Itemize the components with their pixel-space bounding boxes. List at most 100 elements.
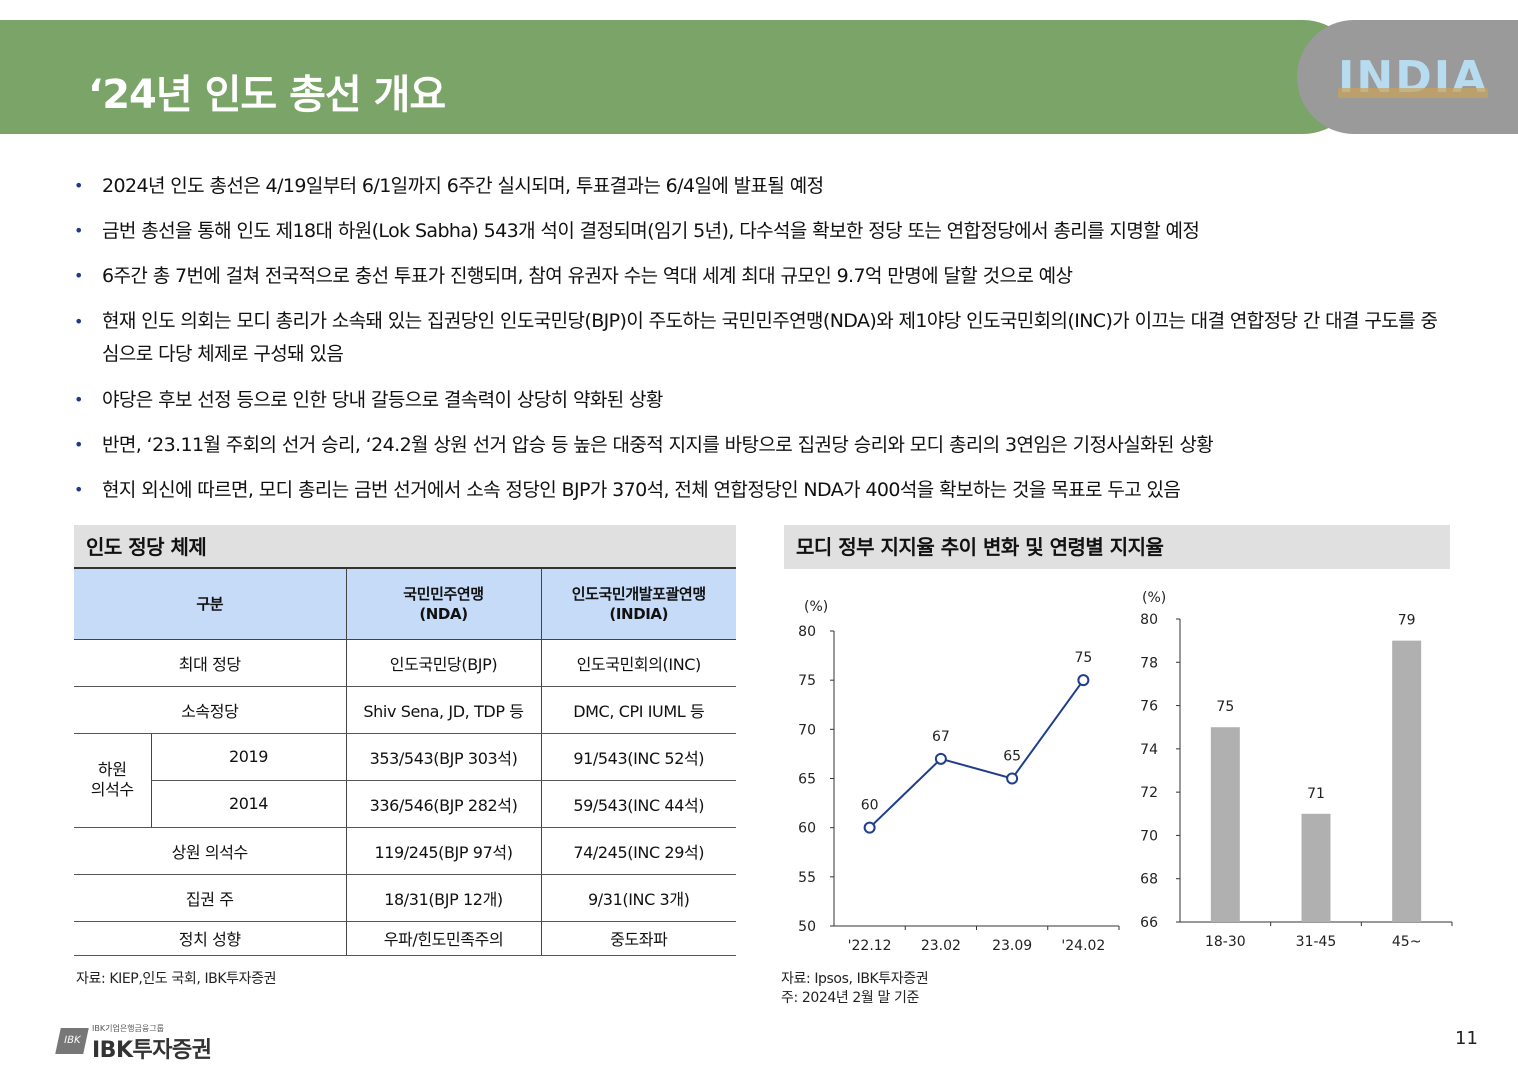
y-tick-label: 50 [798, 919, 816, 935]
cell-india: 74/245(INC 29석) [540, 827, 736, 875]
header-india-abbr: (INDIA) [609, 604, 669, 623]
approval-trend-chart: (%) 50 55 60 65 70 75 80 '22.12 23.02 23.09 '24.02 6… [798, 599, 1120, 954]
row-label: 정치 성향 [74, 921, 346, 956]
row-label: 상원 의석수 [74, 827, 346, 875]
cell-india: 91/543(INC 52석) [540, 733, 736, 781]
series-line [868, 679, 1085, 829]
header-category: 구분 [74, 567, 346, 640]
y-tick-label: 72 [1140, 785, 1158, 801]
cell-nda: 336/546(BJP 282석) [345, 780, 541, 828]
y-tick-label: 78 [1140, 655, 1158, 671]
x-tick-label: 18-30 [1205, 934, 1246, 950]
bar [1210, 727, 1240, 922]
age-approval-chart: (%) 66 68 70 72 74 76 78 80 75 18-30 71 31-45 79 45~ [1140, 590, 1453, 950]
chart-section-title: 모디 정부 지지율 추이 변화 및 연령별 지지율 [784, 525, 1450, 569]
x-tick-label: 45~ [1392, 934, 1422, 950]
y-tick-label: 70 [798, 722, 816, 738]
y-tick-label: 65 [798, 772, 816, 788]
data-label: 71 [1307, 786, 1325, 802]
row-label: 2014 [150, 780, 346, 828]
row-label: 최대 정당 [74, 639, 346, 687]
data-label: 75 [1074, 650, 1092, 666]
data-label: 60 [861, 798, 879, 814]
bullet-item: 반면, ‘23.11월 주회의 선거 승리, ‘24.2월 상원 선거 압승 등… [74, 429, 1444, 461]
x-tick-label: '22.12 [848, 938, 892, 954]
y-axis-unit: (%) [1142, 590, 1166, 606]
y-tick-label: 76 [1140, 699, 1158, 715]
cell-nda: 우파/힌도민족주의 [345, 921, 541, 956]
skyline-decoration [1338, 88, 1488, 98]
y-tick-label: 74 [1140, 742, 1158, 758]
bullet-item: 야당은 후보 선정 등으로 인한 당내 갈등으로 결속력이 상당히 약화된 상황 [74, 384, 1444, 416]
cell-india: 59/543(INC 44석) [540, 780, 736, 828]
bar [1301, 813, 1331, 922]
lower-house-label-line1: 하원 [97, 760, 127, 779]
table-row: 2014 336/546(BJP 282석) 59/543(INC 44석) [74, 780, 736, 828]
table-row: 집권 주 18/31(BJP 12개) 9/31(INC 3개) [74, 874, 736, 922]
bullet-item: 현재 인도 의회는 모디 총리가 소속돼 있는 집권당인 인도국민당(BJP)이… [74, 305, 1444, 371]
data-point [1077, 674, 1090, 687]
bullet-item: 금번 총선을 통해 인도 제18대 하원(Lok Sabha) 543개 석이 … [74, 215, 1444, 247]
header-nda-name: 국민민주연맹 [403, 584, 484, 603]
y-tick-label: 80 [798, 624, 816, 640]
table-row: 소속정당 Shiv Sena, JD, TDP 등 DMC, CPI IUML … [74, 686, 736, 734]
data-label: 79 [1398, 613, 1416, 629]
x-tick-label: 23.02 [921, 938, 961, 954]
table-source: 자료: KIEP,인도 국회, IBK투자증권 [76, 971, 277, 987]
y-tick-label: 60 [798, 821, 816, 837]
y-tick-label: 70 [1140, 828, 1158, 844]
bullet-item: 현지 외신에 따르면, 모디 총리는 금번 선거에서 소속 정당인 BJP가 3… [74, 474, 1444, 506]
y-tick-label: 55 [798, 870, 816, 886]
bullet-item: 6주간 총 7번에 걸쳐 전국적으로 충선 투표가 진행되며, 참여 유권자 수… [74, 260, 1444, 292]
brand-group-text: IBK기업은행금융그룹 [92, 1024, 164, 1033]
data-label: 67 [932, 729, 950, 745]
bullet-list: 2024년 인도 총선은 4/19일부터 6/1일까지 6주간 실시되며, 투표… [74, 170, 1444, 519]
table-row: 상원 의석수 119/245(BJP 97석) 74/245(INC 29석) [74, 827, 736, 875]
bar [1392, 640, 1422, 922]
table-section-title: 인도 정당 체제 [74, 525, 736, 569]
data-point [1006, 772, 1019, 785]
y-tick-label: 68 [1140, 872, 1158, 888]
row-label: 소속정당 [74, 686, 346, 734]
cell-nda: Shiv Sena, JD, TDP 등 [345, 686, 541, 734]
cell-india: 중도좌파 [540, 921, 736, 956]
cell-nda: 353/543(BJP 303석) [345, 733, 541, 781]
page-number: 11 [1455, 1028, 1478, 1049]
row-label: 집권 주 [74, 874, 346, 922]
table-row: 하원 의석수 2019 353/543(BJP 303석) 91/543(INC… [74, 733, 736, 828]
cell-nda: 119/245(BJP 97석) [345, 827, 541, 875]
data-label: 75 [1216, 699, 1234, 715]
x-tick-label: 23.09 [992, 938, 1032, 954]
data-label: 65 [1003, 749, 1021, 765]
cell-india: 9/31(INC 3개) [540, 874, 736, 922]
page-title: ‘24년 인도 총선 개요 [88, 72, 446, 118]
header-india-name: 인도국민개발포괄연맹 [571, 584, 706, 603]
table-header-row: 구분 국민민주연맹 (NDA) 인도국민개발포괄연맹 (INDIA) [74, 567, 736, 640]
y-tick-label: 80 [1140, 612, 1158, 628]
header-india: 인도국민개발포괄연맹 (INDIA) [540, 567, 736, 640]
party-table: 구분 국민민주연맹 (NDA) 인도국민개발포괄연맹 (INDIA) 최대 정당… [74, 567, 736, 956]
row-label: 2019 [150, 733, 346, 781]
ibk-logo-icon: IBK [55, 1028, 89, 1054]
logo-backdrop [1297, 20, 1518, 134]
header-nda-abbr: (NDA) [419, 604, 468, 623]
lower-house-label-line2: 의석수 [90, 780, 134, 799]
cell-nda: 인도국민당(BJP) [345, 639, 541, 687]
y-axis-unit: (%) [804, 599, 828, 615]
bullet-item: 2024년 인도 총선은 4/19일부터 6/1일까지 6주간 실시되며, 투표… [74, 170, 1444, 202]
lower-house-label: 하원 의석수 [74, 733, 151, 828]
y-tick-label: 75 [798, 673, 816, 689]
data-point [863, 821, 876, 834]
cell-india: DMC, CPI IUML 등 [540, 686, 736, 734]
y-tick-label: 66 [1140, 915, 1158, 931]
cell-india: 인도국민회의(INC) [540, 639, 736, 687]
chart-note: 주: 2024년 2월 말 기준 [781, 990, 919, 1006]
title-banner [0, 20, 1360, 134]
x-tick-label: '24.02 [1061, 938, 1105, 954]
cell-nda: 18/31(BJP 12개) [345, 874, 541, 922]
header-nda: 국민민주연맹 (NDA) [345, 567, 541, 640]
table-row: 최대 정당 인도국민당(BJP) 인도국민회의(INC) [74, 639, 736, 687]
brand-name: IBK투자증권 [92, 1038, 212, 1063]
chart-source: 자료: Ipsos, IBK투자증권 [781, 971, 929, 987]
table-row: 정치 성향 우파/힌도민족주의 중도좌파 [74, 921, 736, 956]
